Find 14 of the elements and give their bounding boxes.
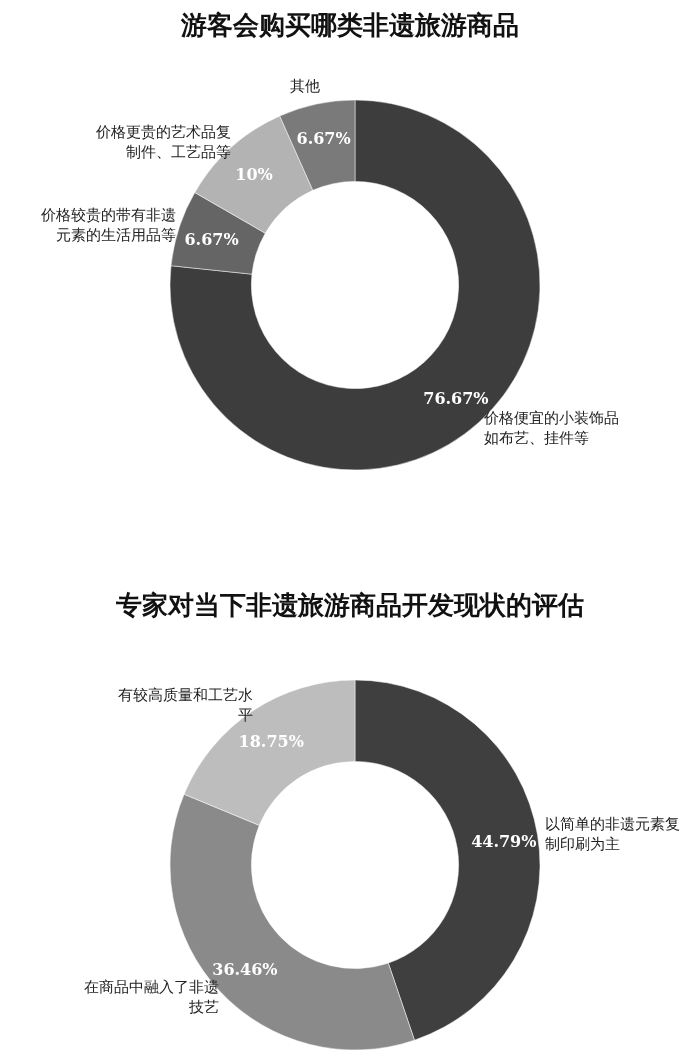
slice-label: 以简单的非遗元素复制印刷为主 (545, 813, 682, 854)
slice-label: 有较高质量和工艺水平 (116, 684, 253, 725)
data-label: 10% (235, 164, 273, 184)
data-label: 76.67% (423, 389, 489, 409)
slice-label: 其他 (288, 76, 320, 97)
chart-title: 专家对当下非遗旅游商品开发现状的评估 (115, 590, 584, 620)
data-label: 6.67% (296, 129, 351, 149)
slice-label: 价格便宜的小装饰品如布艺、挂件等 (484, 408, 621, 449)
data-label: 18.75% (238, 731, 304, 751)
data-label: 6.67% (184, 230, 239, 250)
chart-title: 游客会购买哪类非遗旅游商品 (180, 10, 519, 40)
slice-label: 价格更贵的艺术品复制件、工艺品等 (94, 121, 231, 162)
data-label: 44.79% (471, 832, 537, 852)
slice-label: 价格较贵的带有非遗元素的生活用品等 (40, 205, 177, 246)
